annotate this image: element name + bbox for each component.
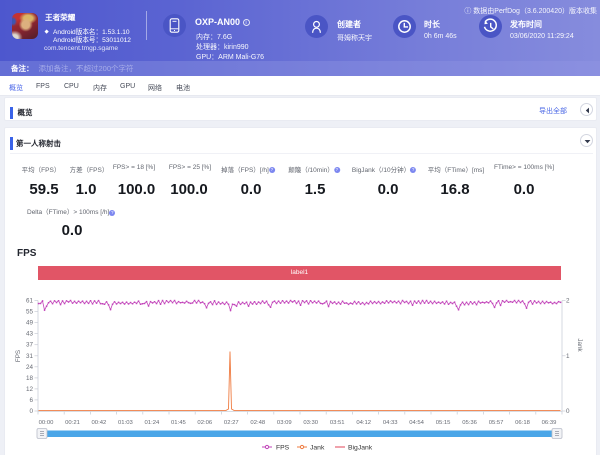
svg-text:Jank: Jank xyxy=(310,445,325,452)
svg-text:00:21: 00:21 xyxy=(65,420,80,426)
svg-text:FPS: FPS xyxy=(276,445,290,452)
svg-text:05:36: 05:36 xyxy=(462,420,477,426)
svg-text:6: 6 xyxy=(29,397,33,404)
svg-text:00:42: 00:42 xyxy=(92,420,107,426)
svg-text:06:18: 06:18 xyxy=(515,420,530,426)
svg-text:06:39: 06:39 xyxy=(542,420,557,426)
svg-text:55: 55 xyxy=(26,309,34,316)
svg-text:37: 37 xyxy=(26,342,34,349)
svg-text:0: 0 xyxy=(29,408,33,415)
svg-text:05:15: 05:15 xyxy=(436,420,451,426)
svg-text:18: 18 xyxy=(26,375,34,382)
svg-text:24: 24 xyxy=(26,364,34,371)
svg-text:31: 31 xyxy=(26,353,34,360)
svg-text:02:48: 02:48 xyxy=(250,420,265,426)
svg-text:BigJank: BigJank xyxy=(348,445,373,452)
svg-text:FPS: FPS xyxy=(15,350,22,362)
svg-text:02:06: 02:06 xyxy=(197,420,212,426)
svg-text:0: 0 xyxy=(566,408,570,415)
svg-text:61: 61 xyxy=(26,298,34,305)
svg-text:02:27: 02:27 xyxy=(224,420,239,426)
svg-text:01:03: 01:03 xyxy=(118,420,133,426)
svg-text:00:00: 00:00 xyxy=(39,420,54,426)
svg-text:49: 49 xyxy=(26,320,34,327)
svg-text:04:12: 04:12 xyxy=(356,420,371,426)
svg-text:01:24: 01:24 xyxy=(145,420,160,426)
svg-text:12: 12 xyxy=(26,386,34,393)
svg-text:03:51: 03:51 xyxy=(330,420,345,426)
svg-text:Jank: Jank xyxy=(576,338,583,352)
svg-text:03:30: 03:30 xyxy=(303,420,318,426)
svg-text:04:33: 04:33 xyxy=(383,420,398,426)
svg-text:43: 43 xyxy=(26,331,34,338)
svg-text:01:45: 01:45 xyxy=(171,420,186,426)
svg-text:04:54: 04:54 xyxy=(409,420,424,426)
svg-text:03:09: 03:09 xyxy=(277,420,292,426)
svg-text:05:57: 05:57 xyxy=(489,420,504,426)
svg-text:2: 2 xyxy=(566,298,570,305)
svg-text:1: 1 xyxy=(566,353,570,360)
